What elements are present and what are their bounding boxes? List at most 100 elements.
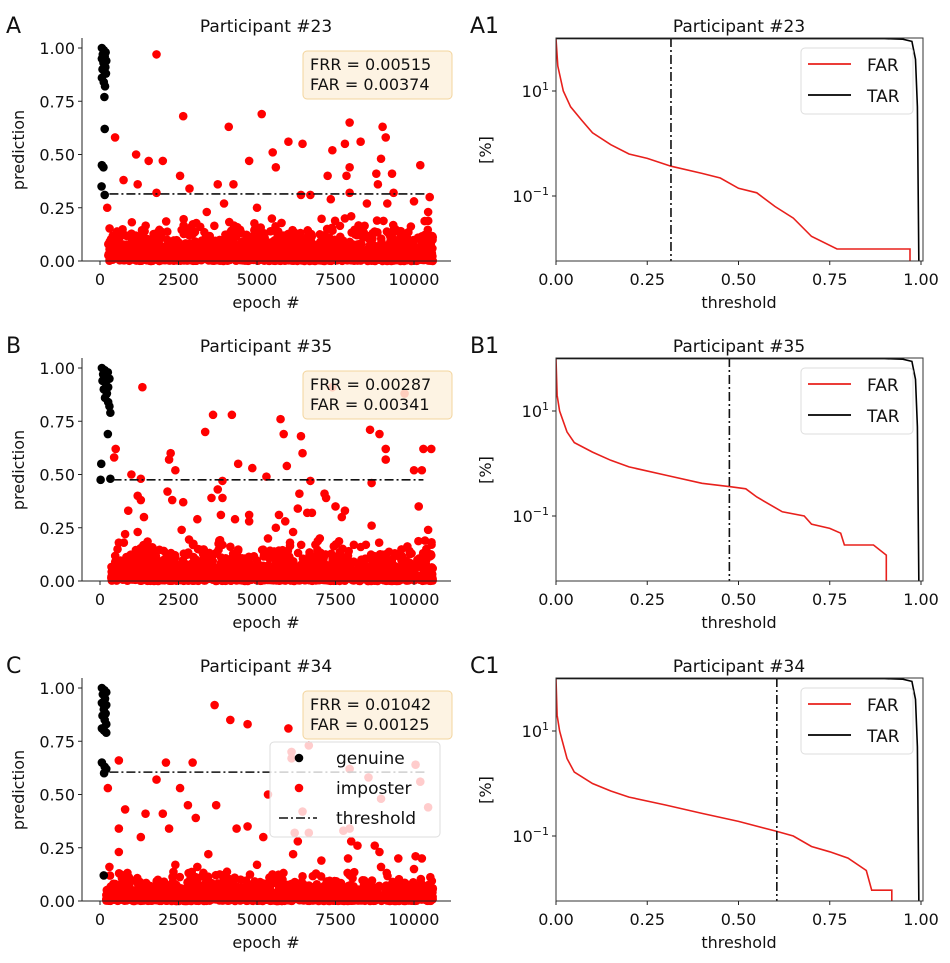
genuine-point <box>100 92 109 102</box>
imposter-point <box>327 243 336 253</box>
genuine-point <box>99 871 109 880</box>
x-tick-label: 0.75 <box>812 590 848 609</box>
imposter-point <box>165 566 174 576</box>
imposter-point <box>349 540 359 550</box>
imposter-point <box>279 429 288 439</box>
far-curve <box>556 678 893 901</box>
imposter-point <box>148 543 157 552</box>
tick-exponent: −1 <box>533 505 549 518</box>
y-tick-label: 0.75 <box>39 412 75 431</box>
imposter-point <box>269 573 278 582</box>
imposter-point <box>198 559 208 569</box>
imposter-point <box>169 867 178 877</box>
imposter-point <box>356 137 365 147</box>
panel-letter: C <box>6 654 21 679</box>
imposter-point <box>298 560 307 570</box>
imposter-point <box>161 217 171 226</box>
imposter-point <box>398 238 408 248</box>
imposter-point <box>207 493 216 503</box>
imposter-point <box>163 487 172 496</box>
genuine-point <box>100 190 110 200</box>
imposter-point <box>372 216 382 225</box>
imposter-point <box>306 190 315 200</box>
imposter-point <box>338 893 348 902</box>
stats-line: FRR = 0.00515 <box>310 55 431 74</box>
imposter-point <box>109 567 119 576</box>
imposter-point <box>284 137 293 147</box>
genuine-point <box>106 408 115 418</box>
imposter-point <box>426 567 435 577</box>
imposter-point <box>308 885 318 895</box>
imposter-point <box>375 558 384 567</box>
imposter-point <box>120 529 130 539</box>
imposter-point <box>343 854 353 863</box>
y-tick-label: 10−1 <box>512 825 549 846</box>
legend-entry: FAR <box>867 376 899 396</box>
imposter-point <box>200 427 210 437</box>
imposter-point <box>240 569 249 579</box>
imposter-point <box>268 241 278 250</box>
y-axis-label: [%] <box>476 456 495 484</box>
imposter-point <box>392 888 402 898</box>
imposter-point <box>175 783 185 793</box>
imposter-point <box>405 549 415 559</box>
imposter-point <box>426 444 436 454</box>
imposter-point <box>326 194 336 204</box>
imposter-point <box>305 548 314 557</box>
imposter-point <box>317 856 326 865</box>
x-tick-label: 7500 <box>315 270 356 289</box>
y-tick-label: 101 <box>522 720 549 741</box>
genuine-point <box>103 429 113 439</box>
x-tick-label: 0.75 <box>812 910 848 929</box>
imposter-point <box>177 525 186 535</box>
genuine-point <box>105 402 114 411</box>
imposter-point <box>224 234 234 244</box>
tar-curve <box>556 678 920 901</box>
imposter-point <box>286 895 295 905</box>
imposter-point <box>295 489 304 498</box>
imposter-point <box>159 887 168 897</box>
panel-letter: C1 <box>470 654 499 679</box>
genuine-point <box>96 459 106 469</box>
stats-box-background <box>302 50 453 100</box>
imposter-point <box>222 867 232 877</box>
imposter-point <box>356 557 366 566</box>
imposter-point <box>315 534 325 543</box>
imposter-point <box>244 246 253 256</box>
x-tick-label: 10000 <box>389 910 440 929</box>
x-tick-label: 2500 <box>158 910 199 929</box>
imposter-point <box>428 884 438 893</box>
imposter-point <box>381 444 391 454</box>
imposter-point <box>375 891 384 901</box>
x-tick-label: 0.25 <box>629 270 665 289</box>
imposter-point <box>237 554 247 563</box>
imposter-point <box>255 247 264 256</box>
imposter-point <box>387 255 397 264</box>
tar-curve <box>556 358 920 581</box>
x-tick-label: 0.50 <box>721 910 757 929</box>
imposter-point <box>183 800 193 810</box>
imposter-point <box>408 564 417 574</box>
legend-entry: FAR <box>867 696 899 716</box>
x-tick-label: 0.50 <box>721 590 757 609</box>
imposter-point <box>389 238 398 248</box>
imposter-point <box>233 459 243 469</box>
imposter-point <box>423 890 432 900</box>
y-axis-label: prediction <box>9 430 28 510</box>
imposter-point <box>226 542 235 552</box>
imposter-point <box>139 512 149 522</box>
imposter-point <box>193 884 202 894</box>
imposter-point <box>233 249 242 259</box>
imposter-point <box>120 805 130 814</box>
y-tick-label: 1.00 <box>39 679 75 698</box>
imposter-point <box>124 873 134 882</box>
imposter-point <box>346 211 356 221</box>
imposter-point <box>293 548 303 558</box>
imposter-point <box>223 563 232 573</box>
imposter-point <box>105 862 114 872</box>
imposter-point <box>280 575 290 584</box>
imposter-point <box>131 545 141 555</box>
x-tick-label: 0.00 <box>538 910 574 929</box>
